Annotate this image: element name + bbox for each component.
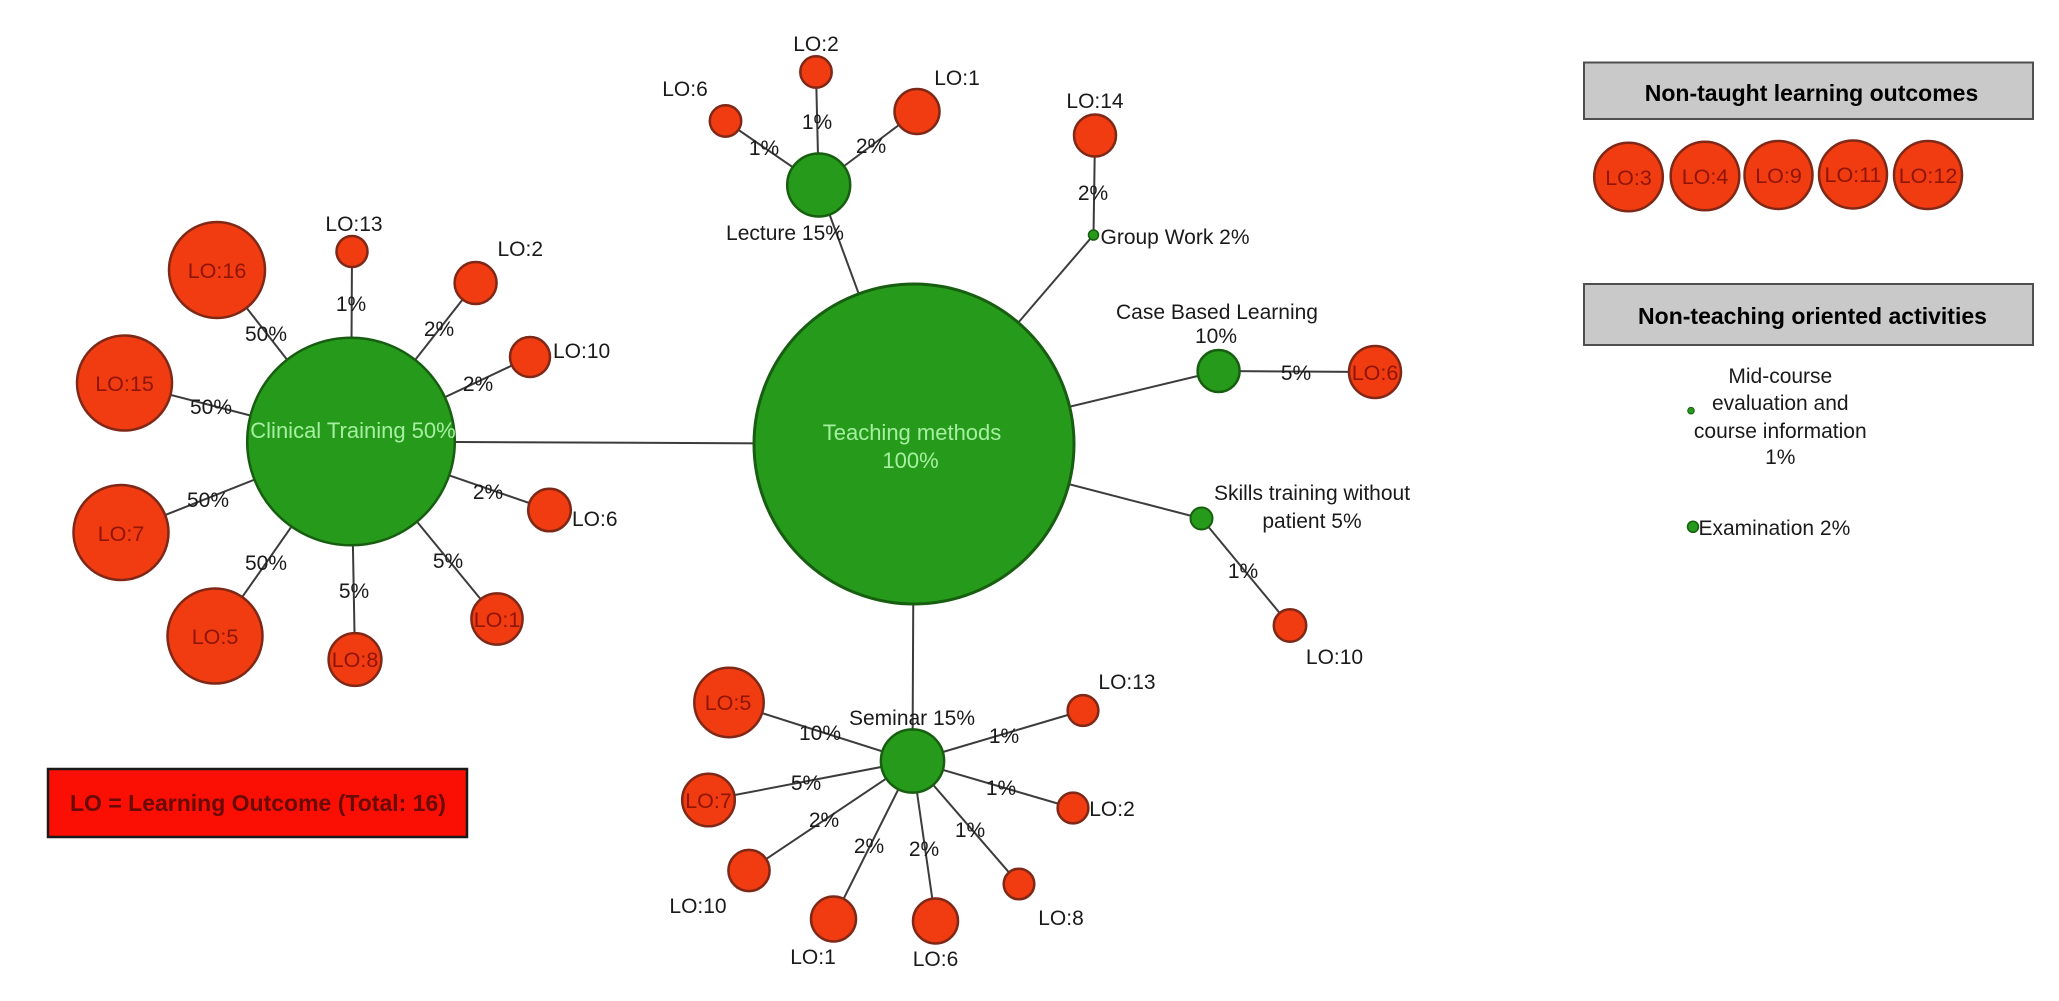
svg-text:1%: 1% [749,137,779,160]
svg-text:Group Work 2%: Group Work 2% [1101,226,1250,249]
svg-text:Lecture 15%: Lecture 15% [726,222,844,245]
svg-text:Examination 2%: Examination 2% [1699,517,1851,540]
svg-text:Teaching methods: Teaching methods [823,420,1002,445]
svg-text:1%: 1% [989,725,1019,748]
svg-text:LO:1: LO:1 [474,608,521,632]
svg-text:5%: 5% [1281,362,1311,385]
svg-text:100%: 100% [882,448,938,473]
svg-text:LO = Learning Outcome (Total:: LO = Learning Outcome (Total: 16) [70,790,446,816]
svg-text:2%: 2% [424,318,454,341]
svg-text:LO:6: LO:6 [913,948,959,971]
svg-text:LO:7: LO:7 [98,522,145,546]
svg-text:LO:15: LO:15 [95,372,154,396]
svg-text:2%: 2% [809,809,839,832]
svg-text:1%: 1% [1228,560,1258,583]
svg-text:patient 5%: patient 5% [1262,510,1361,533]
svg-text:LO:2: LO:2 [1089,798,1135,821]
svg-text:2%: 2% [909,838,939,861]
svg-text:1%: 1% [802,111,832,134]
svg-text:Mid-course: Mid-course [1728,365,1832,388]
svg-text:1%: 1% [955,819,985,842]
svg-text:LO:5: LO:5 [705,691,752,715]
svg-text:Skills training without: Skills training without [1214,482,1410,505]
svg-text:LO:10: LO:10 [1306,646,1363,669]
svg-text:50%: 50% [190,396,232,419]
svg-text:LO:6: LO:6 [572,508,618,531]
svg-text:50%: 50% [187,489,229,512]
svg-text:course information: course information [1694,420,1867,443]
svg-text:LO:3: LO:3 [1605,166,1652,190]
svg-text:Seminar 15%: Seminar 15% [849,707,975,730]
svg-text:2%: 2% [463,373,493,396]
svg-text:10%: 10% [799,722,841,745]
svg-text:LO:10: LO:10 [669,895,726,918]
svg-text:2%: 2% [854,835,884,858]
svg-text:LO:7: LO:7 [685,789,732,813]
svg-text:LO:6: LO:6 [662,78,708,101]
svg-text:LO:14: LO:14 [1066,90,1124,113]
svg-text:LO:11: LO:11 [1825,163,1882,187]
svg-text:1%: 1% [336,293,366,316]
svg-text:LO:1: LO:1 [934,67,980,90]
svg-text:LO:12: LO:12 [1899,164,1958,188]
svg-text:LO:10: LO:10 [553,340,610,363]
svg-text:LO:16: LO:16 [188,259,247,283]
svg-text:LO:4: LO:4 [1682,165,1729,189]
svg-text:LO:13: LO:13 [325,213,382,236]
svg-text:Clinical Training 50%: Clinical Training 50% [250,418,455,443]
svg-text:2%: 2% [856,135,886,158]
svg-text:5%: 5% [339,580,369,603]
svg-text:2%: 2% [1078,182,1108,205]
svg-text:LO:5: LO:5 [192,625,239,649]
svg-text:Case Based Learning: Case Based Learning [1116,301,1318,324]
svg-text:LO:6: LO:6 [1352,361,1399,385]
svg-text:LO:8: LO:8 [1038,907,1084,930]
svg-text:LO:1: LO:1 [790,946,836,969]
svg-text:Non-taught learning outcomes: Non-taught learning outcomes [1645,80,1979,106]
svg-text:10%: 10% [1195,325,1237,348]
svg-text:LO:2: LO:2 [498,238,544,261]
svg-text:LO:13: LO:13 [1098,671,1155,694]
svg-text:50%: 50% [245,552,287,575]
svg-text:1%: 1% [1765,446,1795,469]
svg-text:LO:9: LO:9 [1755,164,1802,188]
svg-text:Non-teaching oriented activiti: Non-teaching oriented activities [1638,303,1987,329]
svg-text:LO:8: LO:8 [332,648,379,672]
svg-text:evaluation and: evaluation and [1712,392,1849,415]
svg-text:5%: 5% [791,772,821,795]
svg-text:2%: 2% [473,481,503,504]
svg-text:1%: 1% [986,777,1016,800]
svg-text:LO:2: LO:2 [793,33,839,56]
svg-text:5%: 5% [433,550,463,573]
svg-text:50%: 50% [245,323,287,346]
